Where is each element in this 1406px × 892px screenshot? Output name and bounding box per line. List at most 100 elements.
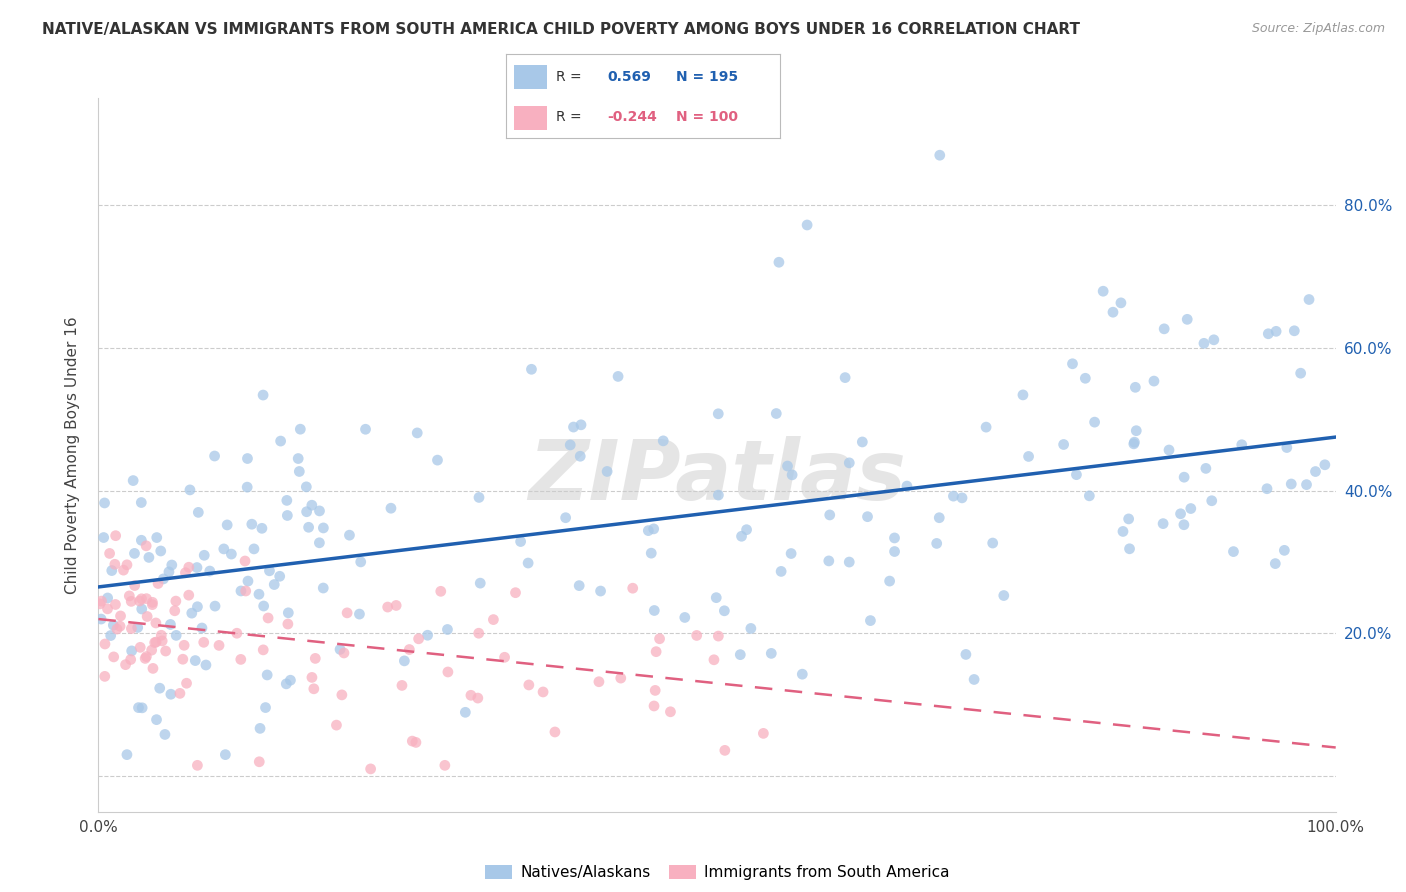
- Point: [643, 603, 665, 617]
- Point: [1052, 437, 1074, 451]
- Point: [110, 609, 132, 624]
- Point: [1295, 477, 1317, 491]
- Point: [250, 521, 273, 535]
- Point: [103, 618, 125, 632]
- Point: [176, 676, 198, 690]
- Point: [1018, 450, 1040, 464]
- Point: [385, 599, 408, 613]
- Point: [336, 606, 359, 620]
- Point: [204, 449, 226, 463]
- Point: [221, 547, 243, 561]
- Point: [173, 638, 195, 652]
- Point: [780, 467, 803, 482]
- Point: [115, 558, 138, 572]
- Point: [217, 517, 239, 532]
- Point: [380, 501, 402, 516]
- Point: [254, 700, 277, 714]
- Point: [172, 652, 194, 666]
- Point: [834, 370, 856, 384]
- Point: [177, 588, 200, 602]
- Point: [229, 652, 252, 666]
- Text: ZIPatlas: ZIPatlas: [529, 436, 905, 516]
- Point: [768, 255, 790, 269]
- Point: [589, 584, 612, 599]
- Point: [141, 643, 163, 657]
- Point: [520, 362, 543, 376]
- Point: [243, 541, 266, 556]
- Point: [740, 622, 762, 636]
- Point: [131, 533, 153, 548]
- Point: [142, 661, 165, 675]
- Point: [329, 642, 352, 657]
- Point: [1175, 312, 1198, 326]
- Point: [138, 550, 160, 565]
- Point: [408, 632, 430, 646]
- Point: [276, 677, 298, 691]
- Point: [621, 581, 644, 595]
- Point: [596, 465, 619, 479]
- Point: [974, 420, 997, 434]
- Point: [165, 594, 187, 608]
- Point: [883, 544, 905, 558]
- Text: R =: R =: [555, 110, 581, 124]
- Point: [295, 480, 318, 494]
- Point: [883, 531, 905, 545]
- Point: [416, 628, 439, 642]
- Point: [1066, 467, 1088, 482]
- Point: [90, 594, 112, 608]
- Point: [350, 555, 373, 569]
- Text: -0.244: -0.244: [607, 110, 658, 124]
- Point: [112, 563, 135, 577]
- Point: [377, 600, 399, 615]
- Point: [436, 623, 458, 637]
- Point: [981, 536, 1004, 550]
- Point: [259, 564, 281, 578]
- Point: [568, 579, 591, 593]
- Point: [652, 434, 675, 448]
- Point: [155, 644, 177, 658]
- Point: [141, 598, 163, 612]
- Point: [433, 758, 456, 772]
- Point: [129, 640, 152, 655]
- Point: [97, 591, 120, 605]
- Point: [152, 572, 174, 586]
- Point: [212, 541, 235, 556]
- Point: [129, 495, 152, 509]
- Point: [703, 653, 725, 667]
- Point: [252, 643, 274, 657]
- Point: [405, 735, 427, 749]
- Point: [288, 465, 311, 479]
- Point: [120, 652, 142, 666]
- Point: [122, 474, 145, 488]
- Point: [235, 584, 257, 599]
- Point: [607, 369, 630, 384]
- Point: [792, 667, 814, 681]
- Point: [569, 417, 592, 432]
- Point: [325, 718, 347, 732]
- Point: [955, 648, 977, 662]
- Point: [103, 649, 125, 664]
- Point: [838, 555, 860, 569]
- Point: [301, 498, 323, 512]
- Point: [229, 584, 252, 599]
- Point: [198, 564, 221, 578]
- Point: [1279, 477, 1302, 491]
- Point: [673, 610, 696, 624]
- Point: [145, 635, 167, 649]
- Point: [269, 569, 291, 583]
- Bar: [515, 106, 547, 130]
- Point: [1265, 324, 1288, 338]
- Text: NATIVE/ALASKAN VS IMMIGRANTS FROM SOUTH AMERICA CHILD POVERTY AMONG BOYS UNDER 1: NATIVE/ALASKAN VS IMMIGRANTS FROM SOUTH …: [42, 22, 1080, 37]
- Point: [509, 534, 531, 549]
- Point: [637, 524, 659, 538]
- Point: [89, 597, 111, 611]
- Point: [134, 651, 156, 665]
- Point: [143, 635, 166, 649]
- Text: N = 195: N = 195: [676, 70, 738, 84]
- Point: [735, 523, 758, 537]
- Point: [1284, 324, 1306, 338]
- Point: [505, 585, 527, 599]
- Point: [240, 517, 263, 532]
- Point: [517, 678, 540, 692]
- Point: [640, 546, 662, 560]
